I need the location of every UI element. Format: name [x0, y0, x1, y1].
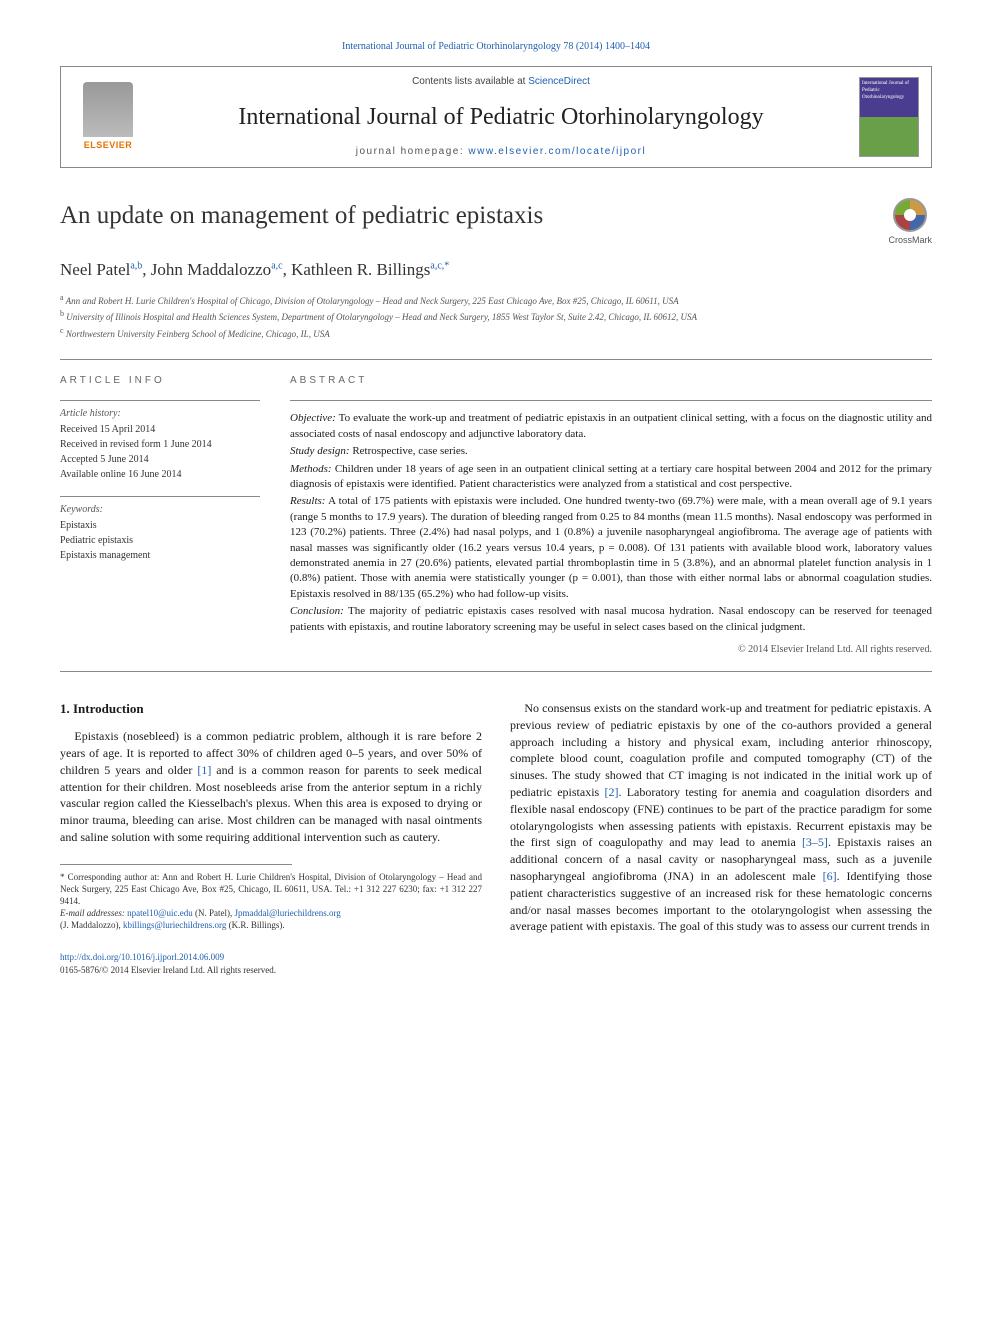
- doi-line: http://dx.doi.org/10.1016/j.ijporl.2014.…: [60, 951, 932, 976]
- history-accepted: Accepted 5 June 2014: [60, 453, 260, 467]
- doi-link[interactable]: http://dx.doi.org/10.1016/j.ijporl.2014.…: [60, 952, 224, 962]
- ref-link-6[interactable]: [6]: [823, 869, 837, 883]
- email-link-1[interactable]: npatel10@uic.edu: [127, 908, 193, 918]
- journal-cover-thumbnail: International Journal of Pediatric Otorh…: [859, 77, 919, 157]
- author-2-affil: a,c: [271, 261, 282, 272]
- introduction-heading: 1. Introduction: [60, 700, 482, 718]
- keyword-3: Epistaxis management: [60, 549, 260, 563]
- author-list: Neel Patela,b, John Maddalozzoa,c, Kathl…: [60, 258, 932, 282]
- intro-paragraph-1: Epistaxis (nosebleed) is a common pediat…: [60, 728, 482, 846]
- intro-paragraph-2: No consensus exists on the standard work…: [510, 700, 932, 935]
- author-2: John Maddalozzo: [151, 260, 271, 279]
- abstract-copyright: © 2014 Elsevier Ireland Ltd. All rights …: [290, 643, 932, 657]
- history-label: Article history:: [60, 407, 260, 421]
- keywords-section: Keywords: Epistaxis Pediatric epistaxis …: [60, 496, 260, 563]
- issn-copyright: 0165-5876/© 2014 Elsevier Ireland Ltd. A…: [60, 965, 276, 975]
- contents-prefix: Contents lists available at: [412, 76, 528, 87]
- email-link-2[interactable]: Jpmaddal@luriechildrens.org: [234, 908, 340, 918]
- history-revised: Received in revised form 1 June 2014: [60, 438, 260, 452]
- body-column-left: 1. Introduction Epistaxis (nosebleed) is…: [60, 700, 482, 935]
- contents-list-line: Contents lists available at ScienceDirec…: [155, 75, 847, 89]
- body-column-right: No consensus exists on the standard work…: [510, 700, 932, 935]
- email-link-3[interactable]: kbillings@luriechildrens.org: [123, 920, 226, 930]
- sciencedirect-link[interactable]: ScienceDirect: [528, 76, 590, 87]
- affiliation-c: Northwestern University Feinberg School …: [66, 329, 330, 339]
- abstract-conclusion: Conclusion: The majority of pediatric ep…: [290, 604, 932, 635]
- journal-citation-header: International Journal of Pediatric Otorh…: [60, 40, 932, 54]
- article-info-heading: ARTICLE INFO: [60, 374, 260, 388]
- abstract-results: Results: A total of 175 patients with ep…: [290, 494, 932, 602]
- crossmark-icon: [893, 198, 927, 232]
- history-received: Received 15 April 2014: [60, 423, 260, 437]
- crossmark-label: CrossMark: [888, 234, 932, 247]
- affiliations: a Ann and Robert H. Lurie Children's Hos…: [60, 292, 932, 342]
- email-addresses: E-mail addresses: npatel10@uic.edu (N. P…: [60, 907, 482, 931]
- elsevier-label: ELSEVIER: [84, 139, 133, 152]
- affiliation-a: Ann and Robert H. Lurie Children's Hospi…: [66, 296, 679, 306]
- history-online: Available online 16 June 2014: [60, 468, 260, 482]
- crossmark-badge[interactable]: CrossMark: [888, 198, 932, 247]
- abstract-heading: ABSTRACT: [290, 374, 932, 388]
- elsevier-logo: ELSEVIER: [73, 77, 143, 157]
- body-columns: 1. Introduction Epistaxis (nosebleed) is…: [60, 700, 932, 935]
- author-3: Kathleen R. Billings: [291, 260, 430, 279]
- corresponding-star: *: [444, 261, 449, 272]
- footnote-separator: [60, 864, 292, 865]
- journal-header-center: Contents lists available at ScienceDirec…: [155, 75, 847, 159]
- article-history: Article history: Received 15 April 2014 …: [60, 400, 260, 482]
- info-abstract-row: ARTICLE INFO Article history: Received 1…: [60, 359, 932, 671]
- article-info-column: ARTICLE INFO Article history: Received 1…: [60, 374, 260, 656]
- abstract-objective: Objective: To evaluate the work-up and t…: [290, 411, 932, 442]
- corresponding-author-note: * Corresponding author at: Ann and Rober…: [60, 871, 482, 907]
- footnotes: * Corresponding author at: Ann and Rober…: [60, 871, 482, 932]
- author-1: Neel Patel: [60, 260, 130, 279]
- abstract-column: ABSTRACT Objective: To evaluate the work…: [290, 374, 932, 656]
- keyword-1: Epistaxis: [60, 519, 260, 533]
- journal-header-box: ELSEVIER Contents lists available at Sci…: [60, 66, 932, 168]
- affiliation-b: University of Illinois Hospital and Heal…: [66, 312, 697, 322]
- keywords-label: Keywords:: [60, 503, 260, 517]
- ref-link-2[interactable]: [2]: [604, 785, 618, 799]
- author-3-affil: a,c,*: [430, 261, 449, 272]
- journal-homepage-link[interactable]: www.elsevier.com/locate/ijporl: [468, 146, 646, 157]
- abstract-methods: Methods: Children under 18 years of age …: [290, 462, 932, 493]
- author-1-affil: a,b: [130, 261, 142, 272]
- elsevier-tree-icon: [83, 82, 133, 137]
- journal-name: International Journal of Pediatric Otorh…: [155, 101, 847, 135]
- abstract-design: Study design: Retrospective, case series…: [290, 444, 932, 459]
- article-title: An update on management of pediatric epi…: [60, 198, 543, 233]
- ref-link-1[interactable]: [1]: [197, 763, 211, 777]
- keyword-2: Pediatric epistaxis: [60, 534, 260, 548]
- homepage-prefix: journal homepage:: [356, 146, 469, 157]
- ref-link-3-5[interactable]: [3–5]: [802, 835, 828, 849]
- journal-homepage-line: journal homepage: www.elsevier.com/locat…: [155, 145, 847, 159]
